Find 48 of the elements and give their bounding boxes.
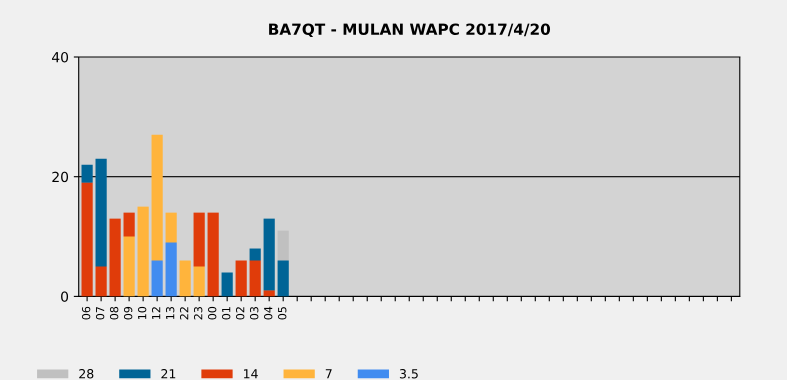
x-tick-label: 23 (194, 307, 202, 320)
y-tick-label: 0 (61, 291, 68, 302)
bar (208, 212, 219, 296)
x-tick-label: 00 (208, 306, 216, 320)
bar (152, 260, 163, 296)
bar (96, 266, 107, 296)
x-tick-label: 03 (250, 307, 258, 320)
legend-label: 28 (79, 369, 94, 378)
bar (96, 158, 107, 266)
x-tick-label: 10 (138, 306, 146, 320)
x-tick-label: 09 (124, 306, 132, 320)
bar (110, 218, 121, 296)
y-tick-label: 40 (52, 52, 68, 62)
x-tick-label: 22 (180, 307, 188, 320)
x-tick-label: 13 (166, 307, 174, 320)
x-tick-label: 05 (278, 307, 286, 320)
bar (152, 134, 163, 260)
x-tick-label: 12 (152, 307, 160, 320)
bar (82, 182, 93, 296)
bar (222, 272, 233, 296)
bar (194, 266, 205, 296)
bar (250, 248, 261, 260)
x-tick-label: 07 (96, 307, 104, 320)
bar (124, 212, 135, 237)
bar (194, 212, 205, 266)
x-tick-label: 01 (222, 307, 230, 320)
x-tick-label: 06 (82, 306, 90, 320)
x-tick-label: 02 (236, 307, 244, 320)
legend-label: 3.5 (400, 369, 418, 378)
legend-label: 21 (161, 369, 176, 378)
bar (138, 206, 149, 296)
x-tick-label: 08 (110, 306, 118, 320)
bar (180, 260, 191, 296)
bar (264, 290, 275, 296)
bar (166, 242, 177, 296)
bar (124, 236, 135, 296)
x-tick-label: 04 (264, 306, 272, 320)
bar (236, 260, 247, 296)
bar (166, 212, 177, 243)
bar (278, 230, 289, 260)
chart-title: BA7QT - MULAN WAPC 2017/4/20 (269, 23, 550, 38)
y-tick-label: 20 (52, 172, 68, 182)
legend-label: 14 (244, 369, 258, 378)
legend-label: 7 (326, 369, 332, 378)
bar (264, 218, 275, 290)
bar (278, 260, 289, 296)
bar (250, 260, 261, 296)
bar (82, 164, 93, 183)
